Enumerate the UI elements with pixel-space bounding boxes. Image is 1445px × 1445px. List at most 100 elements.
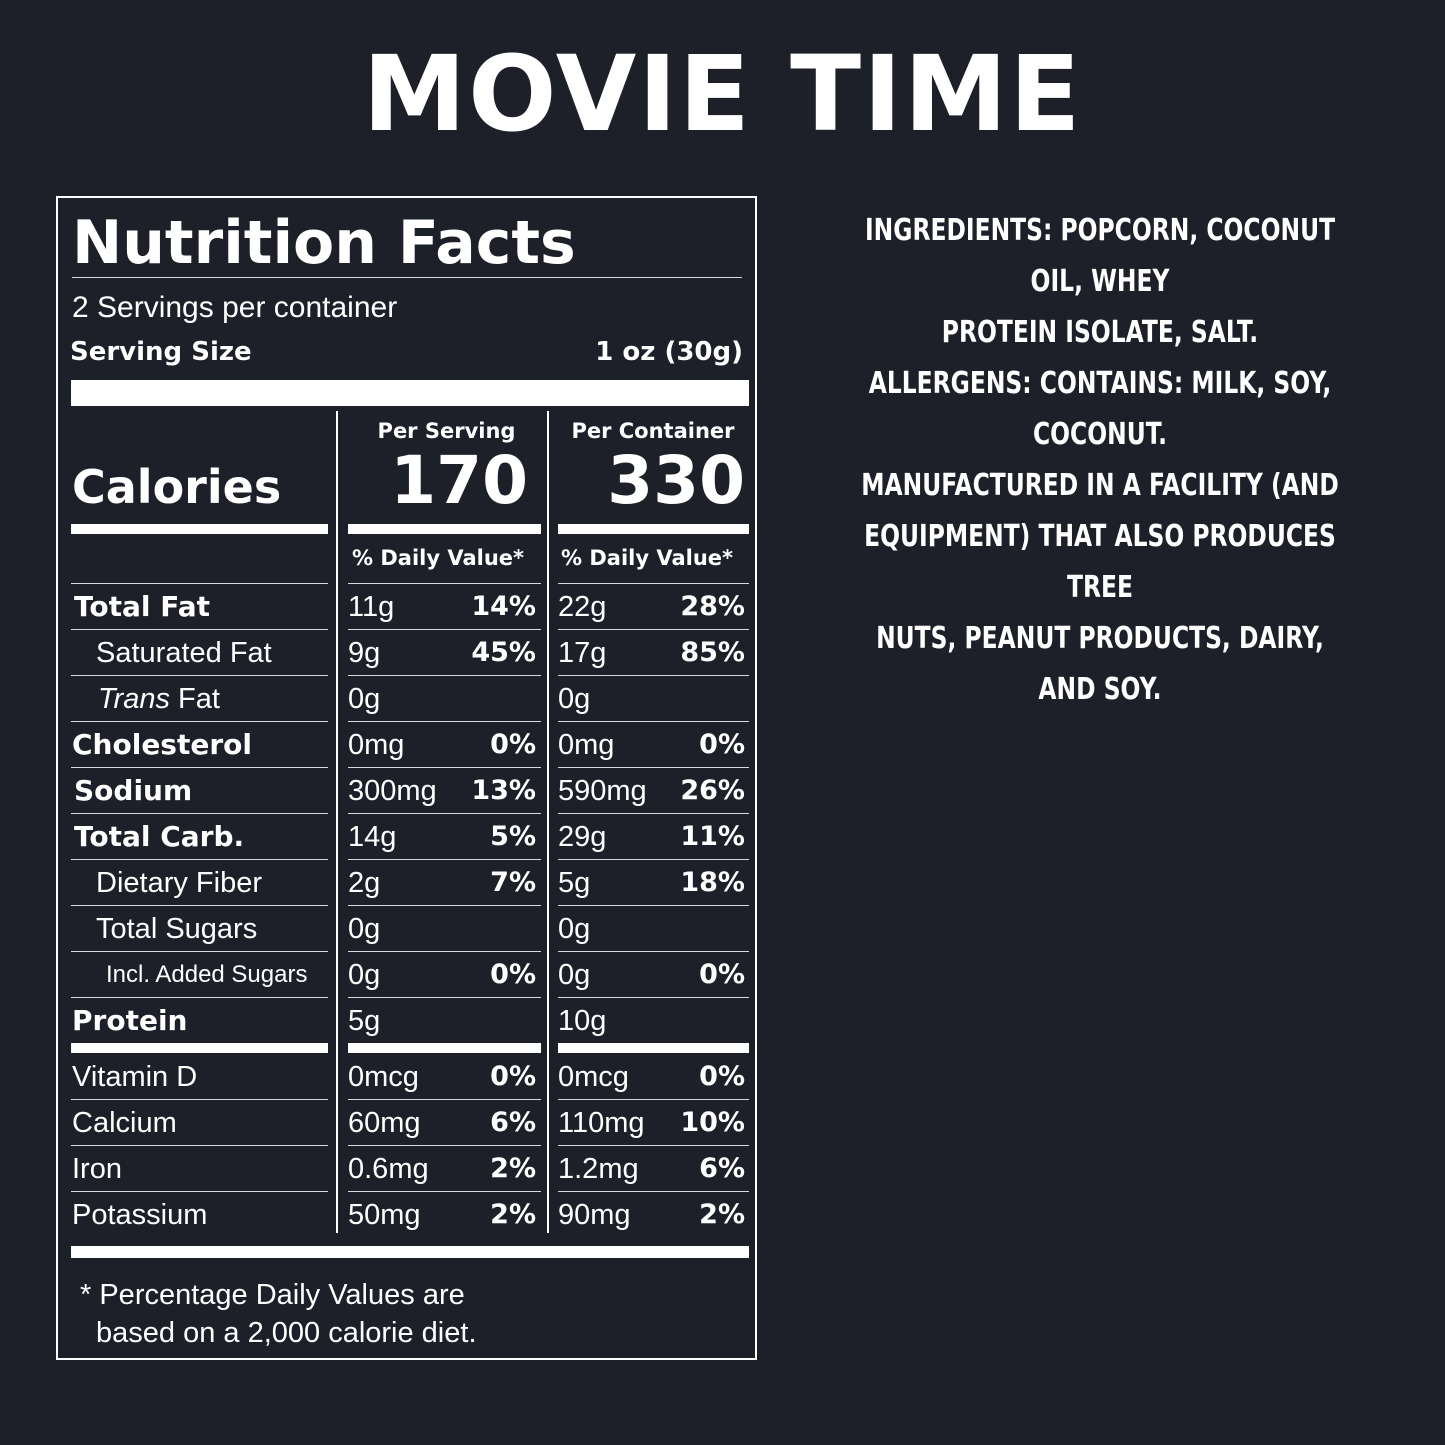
ingredients-line: PROTEIN ISOLATE, SALT. — [941, 315, 1259, 350]
per-container-percent: 28% — [680, 591, 745, 622]
row-divider — [71, 1191, 328, 1192]
nutrient-label: Total Sugars — [96, 913, 258, 945]
row-divider — [71, 905, 328, 906]
row-divider — [348, 721, 541, 722]
footnote-line: based on a 2,000 calorie diet. — [96, 1317, 477, 1349]
per-serving-percent: 7% — [490, 867, 536, 898]
per-serving-percent: 0% — [490, 1061, 536, 1092]
nutrient-label-rest: Fat — [169, 683, 220, 715]
nutrient-label: Total Fat — [74, 590, 211, 623]
row-divider — [558, 859, 749, 860]
nutrient-row: Incl. Added Sugars 0g 0% 0g 0% — [58, 952, 755, 998]
per-container-amount: 0g — [558, 913, 591, 945]
row-divider — [71, 583, 328, 584]
facility-line: NUTS, PEANUT PRODUCTS, DAIRY, AND SOY. — [876, 621, 1324, 707]
serving-size-value: 1 oz (30g) — [595, 337, 743, 367]
per-serving-percent: 5% — [490, 821, 536, 852]
row-divider — [71, 813, 328, 814]
row-divider — [71, 1099, 328, 1100]
allergens: ALLERGENS: CONTAINS: MILK, SOY, COCONUT. — [858, 358, 1342, 460]
per-serving-amount: 11g — [348, 591, 395, 623]
per-container-percent: 0% — [699, 959, 745, 990]
per-serving-amount: 0g — [348, 683, 381, 715]
per-serving-amount: 60mg — [348, 1107, 421, 1139]
per-serving-amount: 0.6mg — [348, 1153, 429, 1185]
row-divider — [348, 1099, 541, 1100]
nutrient-label: Calcium — [72, 1107, 177, 1139]
nutrient-row: Iron 0.6mg 2% 1.2mg 6% — [58, 1146, 755, 1192]
nutrient-row: Total Sugars 0g 0g — [58, 906, 755, 952]
per-container-percent: 2% — [699, 1199, 745, 1230]
facility-statement: MANUFACTURED IN A FACILITY (AND EQUIPMEN… — [858, 460, 1342, 715]
row-divider — [71, 951, 328, 952]
row-divider — [348, 1145, 541, 1146]
row-divider — [348, 583, 541, 584]
per-serving-amount: 9g — [348, 637, 381, 669]
per-serving-percent: 2% — [490, 1153, 536, 1184]
per-serving-percent: 6% — [490, 1107, 536, 1138]
nutrient-row: Potassium 50mg 2% 90mg 2% — [58, 1192, 755, 1238]
per-container-percent: 11% — [680, 821, 745, 852]
nutrient-row: Saturated Fat 9g 45% 17g 85% — [58, 630, 755, 676]
facility-line: MANUFACTURED IN A FACILITY (AND — [861, 468, 1339, 503]
per-serving-amount: 2g — [348, 867, 381, 899]
row-divider — [558, 951, 749, 952]
per-container-percent: 26% — [680, 775, 745, 806]
nutrient-label: Potassium — [72, 1199, 208, 1231]
per-container-amount: 10g — [558, 1005, 607, 1037]
row-divider — [558, 767, 749, 768]
per-serving-label: Per Serving — [377, 419, 516, 443]
row-divider — [71, 1145, 328, 1146]
per-serving-percent: 13% — [471, 775, 536, 806]
per-container-label: Per Container — [571, 419, 735, 443]
per-serving-percent: 14% — [471, 591, 536, 622]
row-divider — [348, 859, 541, 860]
row-divider — [558, 813, 749, 814]
calories-per-container: 330 — [607, 442, 745, 519]
nutrient-label: Incl. Added Sugars — [106, 961, 308, 988]
per-container-percent: 85% — [680, 637, 745, 668]
facility-line: EQUIPMENT) THAT ALSO PRODUCES TREE — [864, 519, 1336, 605]
per-container-amount: 0g — [558, 959, 591, 991]
thick-divider — [348, 1043, 541, 1053]
per-container-percent: 6% — [699, 1153, 745, 1184]
nutrient-label: Total Carb. — [74, 820, 245, 853]
per-container-amount: 0g — [558, 683, 591, 715]
per-serving-amount: 0g — [348, 959, 381, 991]
serving-size-label: Serving Size — [70, 337, 252, 367]
per-serving-amount: 0g — [348, 913, 381, 945]
per-serving-amount: 5g — [348, 1005, 381, 1037]
page-title: MOVIE TIME — [362, 33, 1083, 155]
per-serving-percent: 0% — [490, 959, 536, 990]
column-divider — [336, 411, 338, 1233]
nutrient-label: Sodium — [74, 774, 193, 807]
thick-divider — [71, 1043, 328, 1053]
footnote-line: * Percentage Daily Values are — [80, 1279, 465, 1311]
nutrition-facts-heading: Nutrition Facts — [72, 208, 576, 278]
row-divider — [348, 767, 541, 768]
nutrient-row: Sodium 300mg 13% 590mg 26% — [58, 768, 755, 814]
calories-label: Calories — [72, 460, 282, 514]
row-divider — [348, 997, 541, 998]
row-divider — [71, 997, 328, 998]
nutrient-label: Trans Fat — [98, 676, 220, 722]
per-container-amount: 110mg — [558, 1107, 645, 1139]
nutrient-label: Dietary Fiber — [96, 867, 262, 899]
per-container-percent: 0% — [699, 1061, 745, 1092]
row-divider — [558, 997, 749, 998]
per-container-amount: 17g — [558, 637, 607, 669]
nutrient-row: Calcium 60mg 6% 110mg 10% — [58, 1100, 755, 1146]
row-divider — [558, 1099, 749, 1100]
daily-value-header: % Daily Value* — [352, 546, 524, 570]
thick-divider — [558, 1043, 749, 1053]
row-divider — [348, 675, 541, 676]
thick-divider — [558, 524, 749, 534]
nutrient-row: Total Fat 11g 14% 22g 28% — [58, 584, 755, 630]
per-serving-percent: 45% — [471, 637, 536, 668]
nutrient-row: Vitamin D 0mcg 0% 0mcg 0% — [58, 1054, 755, 1100]
per-serving-amount: 50mg — [348, 1199, 421, 1231]
per-container-amount: 0mg — [558, 729, 615, 761]
ingredients: INGREDIENTS: POPCORN, COCONUT OIL, WHEY … — [858, 205, 1342, 358]
footnote: * Percentage Daily Values are based on a… — [80, 1276, 477, 1352]
per-serving-amount: 0mg — [348, 729, 405, 761]
